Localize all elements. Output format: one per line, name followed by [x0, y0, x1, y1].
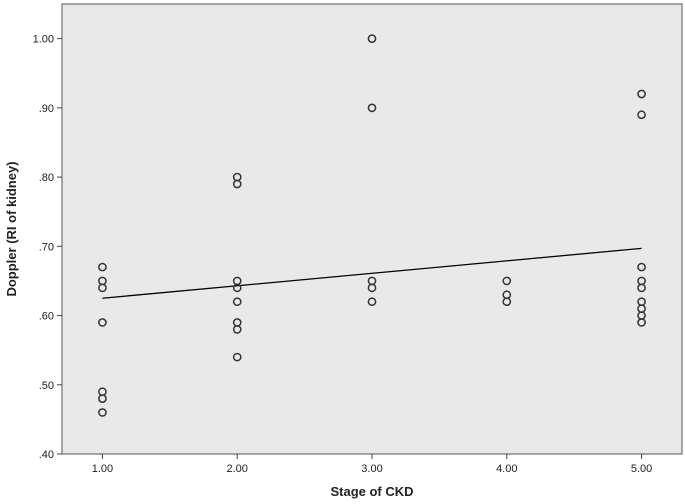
data-point [367, 103, 377, 113]
data-point [637, 283, 646, 293]
x-tick-label: 2.00 [227, 463, 248, 475]
data-point [232, 179, 242, 189]
data-point [637, 110, 646, 120]
y-tick-label: 1.00 [33, 34, 54, 46]
data-point [98, 394, 107, 403]
data-point [232, 297, 242, 307]
data-point [98, 283, 107, 293]
data-point [98, 262, 107, 272]
y-tick-label: .80 [39, 172, 54, 184]
data-point [232, 325, 242, 334]
data-point [232, 283, 242, 293]
data-point [98, 408, 107, 417]
data-point [98, 318, 107, 327]
x-tick-label: 4.00 [496, 463, 517, 475]
x-axis-title: Stage of CKD [330, 484, 413, 499]
data-point [637, 89, 646, 99]
y-tick-label: .90 [39, 103, 54, 115]
y-tick-label: .40 [39, 449, 54, 461]
x-tick-label: 5.00 [631, 463, 652, 475]
data-point [637, 318, 646, 327]
y-axis-title: Doppler (RI of kidney) [4, 161, 19, 296]
x-tick-label: 1.00 [92, 463, 113, 475]
data-point [232, 352, 242, 362]
data-point [367, 297, 377, 307]
data-point [367, 283, 377, 293]
data-point [502, 297, 512, 307]
y-tick-label: .60 [39, 311, 54, 323]
data-point [367, 34, 377, 43]
data-point [637, 262, 646, 272]
y-tick-label: .50 [39, 380, 54, 392]
fit-line [102, 247, 642, 299]
y-tick-label: .70 [39, 241, 54, 253]
data-point [502, 276, 512, 286]
x-tick-label: 3.00 [361, 463, 382, 475]
plot-area [61, 3, 683, 455]
